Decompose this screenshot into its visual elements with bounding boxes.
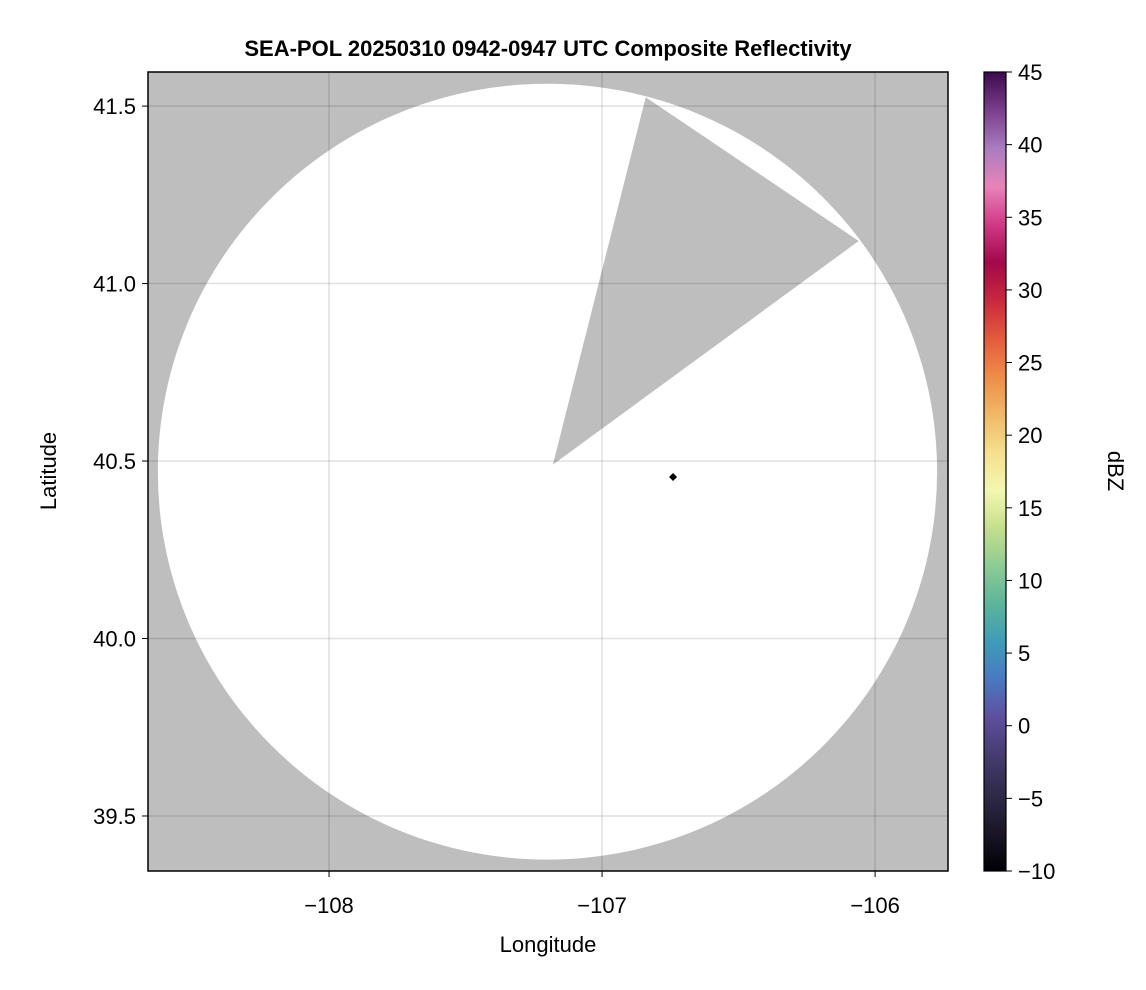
colorbar-tick-label: 0 [1018, 714, 1030, 739]
colorbar-tick-label: −5 [1018, 786, 1043, 811]
radar-marker [669, 473, 678, 482]
colorbar-tick-label: 5 [1018, 641, 1030, 666]
y-axis-label: Latitude [36, 432, 61, 510]
colorbar-tick-label: −10 [1018, 859, 1055, 884]
y-tick-label: 41.0 [93, 272, 136, 297]
x-tick-label: −107 [577, 893, 627, 918]
colorbar-tick-label: 40 [1018, 133, 1042, 158]
y-tick-label: 41.5 [93, 94, 136, 119]
x-tick-label: −108 [304, 893, 354, 918]
colorbar-tick-label: 30 [1018, 278, 1042, 303]
colorbar-tick-label: 45 [1018, 60, 1042, 85]
y-tick-label: 39.5 [93, 804, 136, 829]
colorbar-tick-label: 25 [1018, 351, 1042, 376]
colorbar-tick-label: 20 [1018, 423, 1042, 448]
x-axis-label: Longitude [500, 932, 597, 957]
blocked-sector [552, 97, 859, 465]
plot-frame [147, 71, 949, 872]
x-tick-label: −106 [850, 893, 900, 918]
y-tick-label: 40.5 [93, 449, 136, 474]
colorbar-tick-label: 10 [1018, 568, 1042, 593]
radar-coverage-area [157, 83, 938, 860]
y-tick-label: 40.0 [93, 627, 136, 652]
colorbar-tick-label: 15 [1018, 496, 1042, 521]
colorbar-label: dBZ [1103, 451, 1128, 491]
colorbar [983, 71, 1007, 872]
chart-title: SEA-POL 20250310 0942-0947 UTC Composite… [244, 36, 852, 61]
colorbar-tick-label: 35 [1018, 205, 1042, 230]
